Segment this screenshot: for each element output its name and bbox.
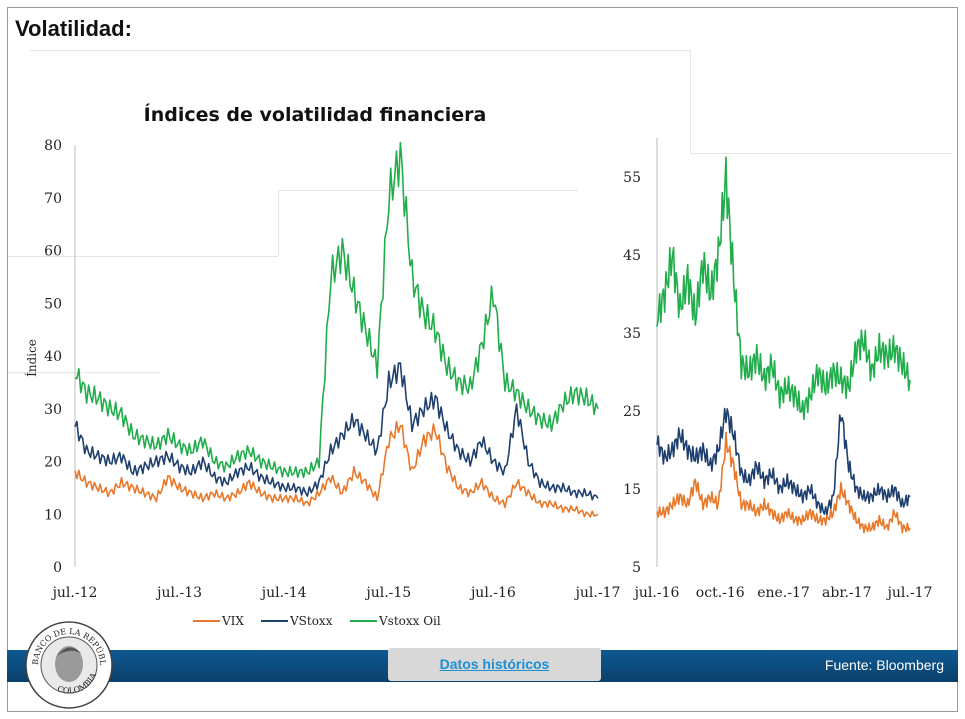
background-decoration [30, 50, 690, 51]
y-tick-label: 35 [623, 326, 641, 342]
series-line-vstoxx-oil [74, 141, 599, 479]
background-decoration [278, 190, 279, 256]
series-line-vstoxx [656, 407, 911, 516]
slide-title: Volatilidad: [15, 16, 132, 41]
series-line-vstoxx [74, 362, 599, 501]
x-tick-label: jul.-15 [364, 585, 411, 601]
slide-frame [7, 7, 958, 712]
bank-seal-logo: BANCO DE LA REPÚBLICA COLOMBIA [24, 620, 113, 709]
y-tick-label: 70 [44, 191, 62, 207]
x-tick-label: jul.-16 [469, 585, 516, 601]
y-tick-label: 80 [44, 138, 62, 154]
y-tick-label: 30 [44, 402, 62, 418]
legend-entry: VStoxx [289, 614, 333, 628]
series-line-vstoxx-oil [656, 156, 911, 421]
y-tick-label: 10 [44, 507, 62, 523]
y-axis-label: Índice [24, 339, 39, 377]
y-tick-label: 20 [44, 455, 62, 471]
y-tick-label: 45 [623, 248, 641, 264]
historical-data-link[interactable]: Datos históricos [439, 656, 550, 672]
y-tick-label: 15 [623, 482, 641, 498]
background-decoration [278, 190, 578, 191]
y-tick-label: 50 [44, 296, 62, 312]
y-tick-label: 5 [632, 560, 641, 576]
x-tick-label: jul.-13 [155, 585, 202, 601]
background-decoration [8, 372, 160, 373]
source-label: Fuente: Bloomberg [824, 657, 944, 673]
background-decoration [8, 256, 278, 257]
y-tick-label: 55 [623, 170, 641, 186]
x-tick-label: jul.-12 [51, 585, 98, 601]
x-tick-label: jul.-17 [886, 585, 933, 601]
x-tick-label: jul.-14 [260, 585, 307, 601]
x-tick-label: ene.-17 [757, 585, 810, 601]
series-line-vix [656, 431, 911, 534]
background-decoration [690, 153, 952, 154]
y-tick-label: 0 [53, 560, 62, 576]
background-decoration [690, 50, 691, 153]
chart-title: Índices de volatilidad financiera [143, 104, 487, 126]
y-tick-label: 40 [44, 349, 62, 365]
historical-data-button[interactable]: Datos históricos [388, 648, 601, 681]
x-tick-label: jul.-17 [574, 585, 621, 601]
x-tick-label: jul.-16 [633, 585, 680, 601]
legend-entry: VIX [221, 614, 244, 628]
x-tick-label: oct.-16 [696, 585, 745, 601]
y-tick-label: 25 [623, 404, 641, 420]
legend-entry: Vstoxx Oil [378, 614, 441, 628]
series-line-vix [74, 420, 599, 518]
y-tick-label: 60 [44, 244, 62, 260]
x-tick-label: abr.-17 [822, 585, 871, 601]
